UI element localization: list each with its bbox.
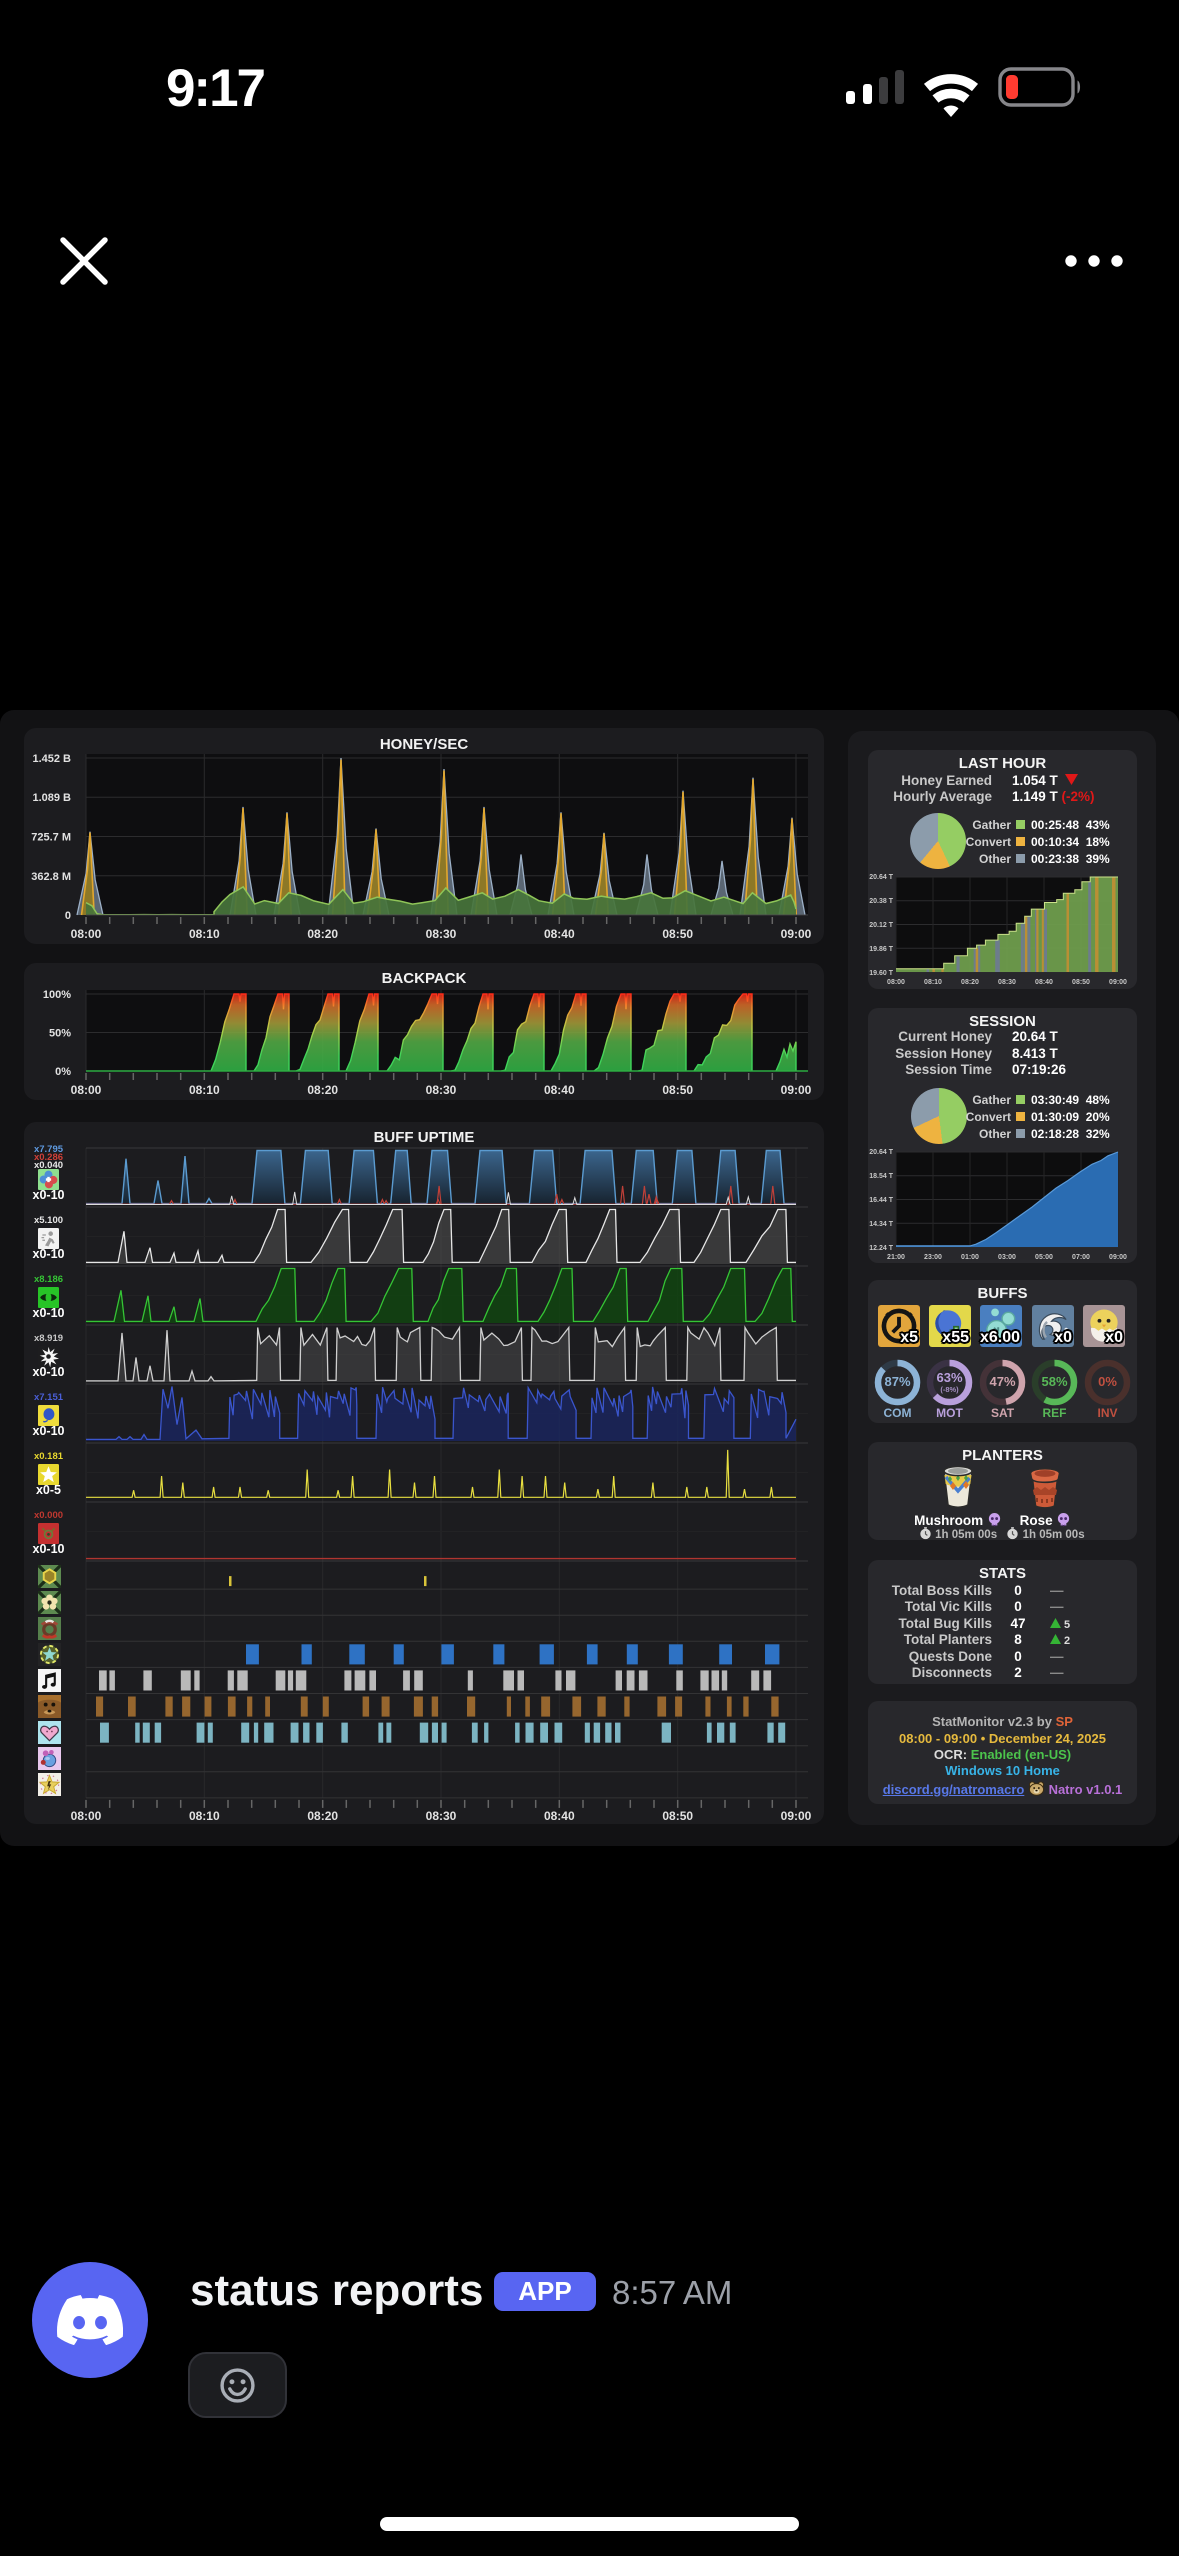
svg-text:09:00: 09:00 <box>1109 979 1127 986</box>
svg-text:18.54 T: 18.54 T <box>869 1173 893 1180</box>
svg-text:08:00: 08:00 <box>71 1809 102 1823</box>
svg-text:0: 0 <box>65 910 71 922</box>
svg-text:16.44 T: 16.44 T <box>869 1197 893 1204</box>
svg-text:08:50: 08:50 <box>662 1809 693 1823</box>
svg-text:14.34 T: 14.34 T <box>869 1221 893 1228</box>
svg-text:08:40: 08:40 <box>544 1083 575 1097</box>
svg-text:21:00: 21:00 <box>887 1254 905 1261</box>
svg-text:08:10: 08:10 <box>189 1809 220 1823</box>
svg-text:08:50: 08:50 <box>662 1083 693 1097</box>
svg-text:08:30: 08:30 <box>426 1809 457 1823</box>
svg-text:100%: 100% <box>43 989 71 1001</box>
svg-text:20.12 T: 20.12 T <box>869 922 893 929</box>
svg-text:08:30: 08:30 <box>998 979 1016 986</box>
svg-text:08:20: 08:20 <box>307 1083 338 1097</box>
svg-text:08:20: 08:20 <box>307 927 338 941</box>
svg-text:08:20: 08:20 <box>307 1809 338 1823</box>
svg-text:08:40: 08:40 <box>544 1809 575 1823</box>
svg-text:1.089 B: 1.089 B <box>32 792 71 804</box>
svg-text:09:00: 09:00 <box>781 1809 812 1823</box>
svg-text:23:00: 23:00 <box>924 1254 942 1261</box>
svg-text:08:50: 08:50 <box>662 927 693 941</box>
svg-text:20.64 T: 20.64 T <box>869 874 893 881</box>
svg-text:03:00: 03:00 <box>998 1254 1016 1261</box>
svg-text:0%: 0% <box>55 1066 71 1078</box>
svg-text:07:00: 07:00 <box>1072 1254 1090 1261</box>
svg-text:20.64 T: 20.64 T <box>869 1149 893 1156</box>
svg-text:12.24 T: 12.24 T <box>869 1245 893 1252</box>
svg-text:19.60 T: 19.60 T <box>869 970 893 977</box>
svg-text:08:30: 08:30 <box>426 1083 457 1097</box>
svg-text:08:20: 08:20 <box>961 979 979 986</box>
svg-text:725.7 M: 725.7 M <box>31 832 71 844</box>
svg-text:08:40: 08:40 <box>1035 979 1053 986</box>
svg-text:09:00: 09:00 <box>781 927 812 941</box>
svg-text:362.8 M: 362.8 M <box>31 871 71 883</box>
svg-text:09:00: 09:00 <box>1109 1254 1127 1261</box>
svg-text:1.452 B: 1.452 B <box>32 753 71 765</box>
svg-text:01:00: 01:00 <box>961 1254 979 1261</box>
svg-text:08:10: 08:10 <box>924 979 942 986</box>
svg-text:05:00: 05:00 <box>1035 1254 1053 1261</box>
svg-text:19.86 T: 19.86 T <box>869 946 893 953</box>
svg-text:08:30: 08:30 <box>426 927 457 941</box>
svg-text:50%: 50% <box>49 1028 71 1040</box>
svg-text:08:00: 08:00 <box>887 979 905 986</box>
svg-text:08:10: 08:10 <box>189 1083 220 1097</box>
svg-text:09:00: 09:00 <box>781 1083 812 1097</box>
svg-text:20.38 T: 20.38 T <box>869 898 893 905</box>
svg-text:08:10: 08:10 <box>189 927 220 941</box>
svg-text:08:00: 08:00 <box>71 927 102 941</box>
svg-text:08:50: 08:50 <box>1072 979 1090 986</box>
svg-text:08:00: 08:00 <box>71 1083 102 1097</box>
svg-text:08:40: 08:40 <box>544 927 575 941</box>
